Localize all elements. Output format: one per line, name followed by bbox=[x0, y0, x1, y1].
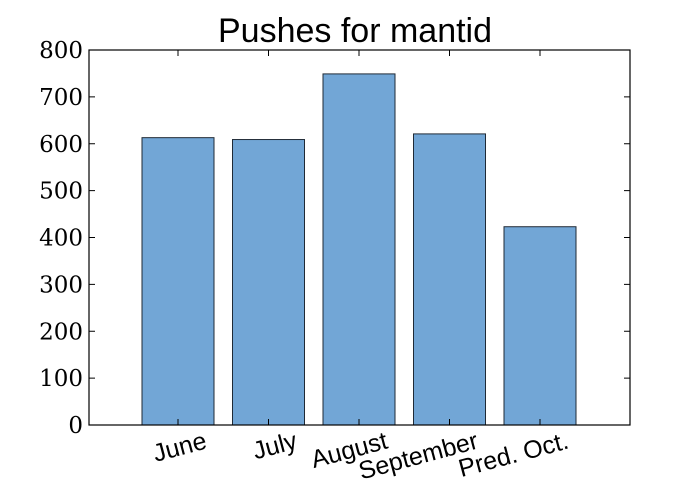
y-tick-label-500: 500 bbox=[39, 179, 83, 205]
y-tick-label-600: 600 bbox=[39, 132, 83, 158]
bar-pred-oct bbox=[503, 226, 577, 426]
y-tick-label-0: 0 bbox=[68, 413, 83, 439]
bars-layer bbox=[141, 73, 577, 426]
y-tick-label-200: 200 bbox=[39, 319, 83, 345]
bar-june bbox=[141, 137, 215, 426]
y-tick-label-700: 700 bbox=[39, 85, 83, 111]
y-tick-label-400: 400 bbox=[39, 226, 83, 252]
bar-july bbox=[232, 139, 305, 426]
bar-september bbox=[413, 133, 486, 426]
y-axis: 0 100 200 300 400 500 600 700 800 bbox=[39, 38, 630, 439]
y-tick-label-100: 100 bbox=[39, 366, 83, 392]
y-tick-label-300: 300 bbox=[39, 272, 83, 298]
chart-title: Pushes for mantid bbox=[218, 12, 492, 50]
plot-frame bbox=[88, 49, 631, 426]
x-tick-label-july: July bbox=[250, 427, 301, 466]
y-tick-label-800: 800 bbox=[39, 38, 83, 64]
bar-august bbox=[322, 73, 396, 426]
x-tick-label-june: June bbox=[150, 427, 210, 468]
